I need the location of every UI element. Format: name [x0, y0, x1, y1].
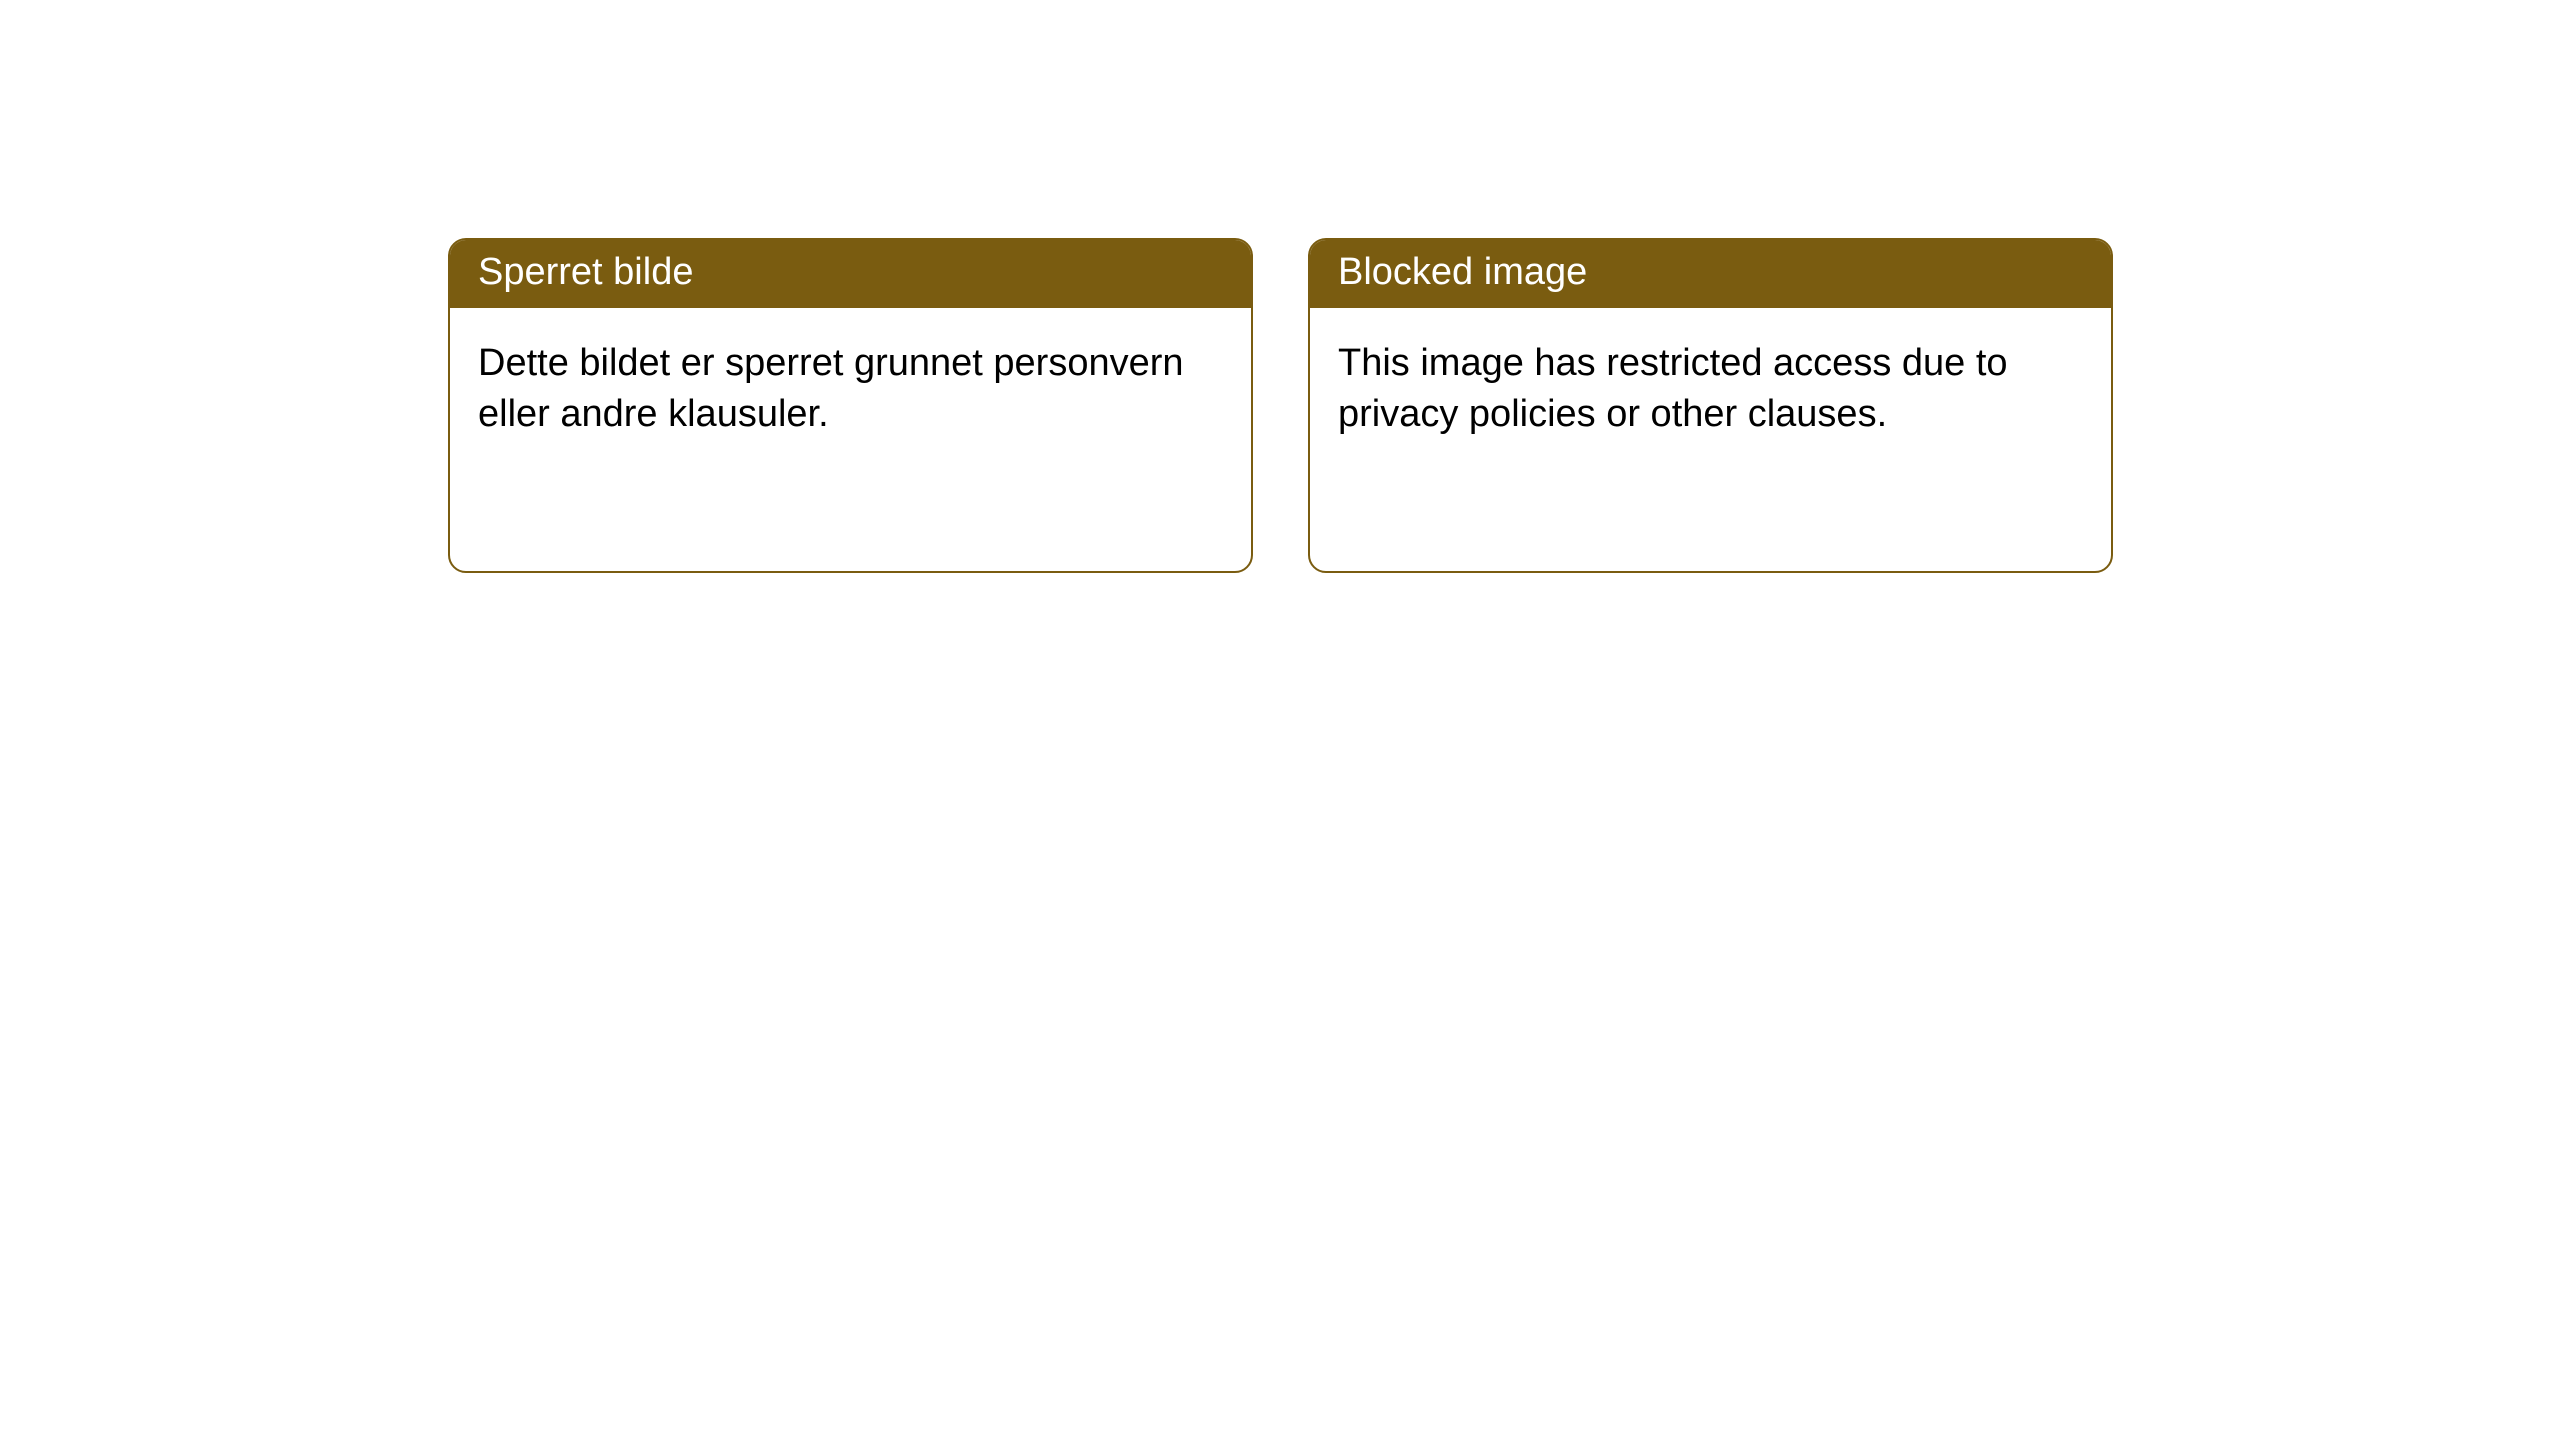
notice-header: Blocked image: [1310, 240, 2111, 308]
notice-card-english: Blocked image This image has restricted …: [1308, 238, 2113, 573]
notice-header: Sperret bilde: [450, 240, 1251, 308]
notice-card-norwegian: Sperret bilde Dette bildet er sperret gr…: [448, 238, 1253, 573]
notice-body: Dette bildet er sperret grunnet personve…: [450, 308, 1251, 471]
notice-body: This image has restricted access due to …: [1310, 308, 2111, 471]
notice-container: Sperret bilde Dette bildet er sperret gr…: [448, 238, 2113, 573]
